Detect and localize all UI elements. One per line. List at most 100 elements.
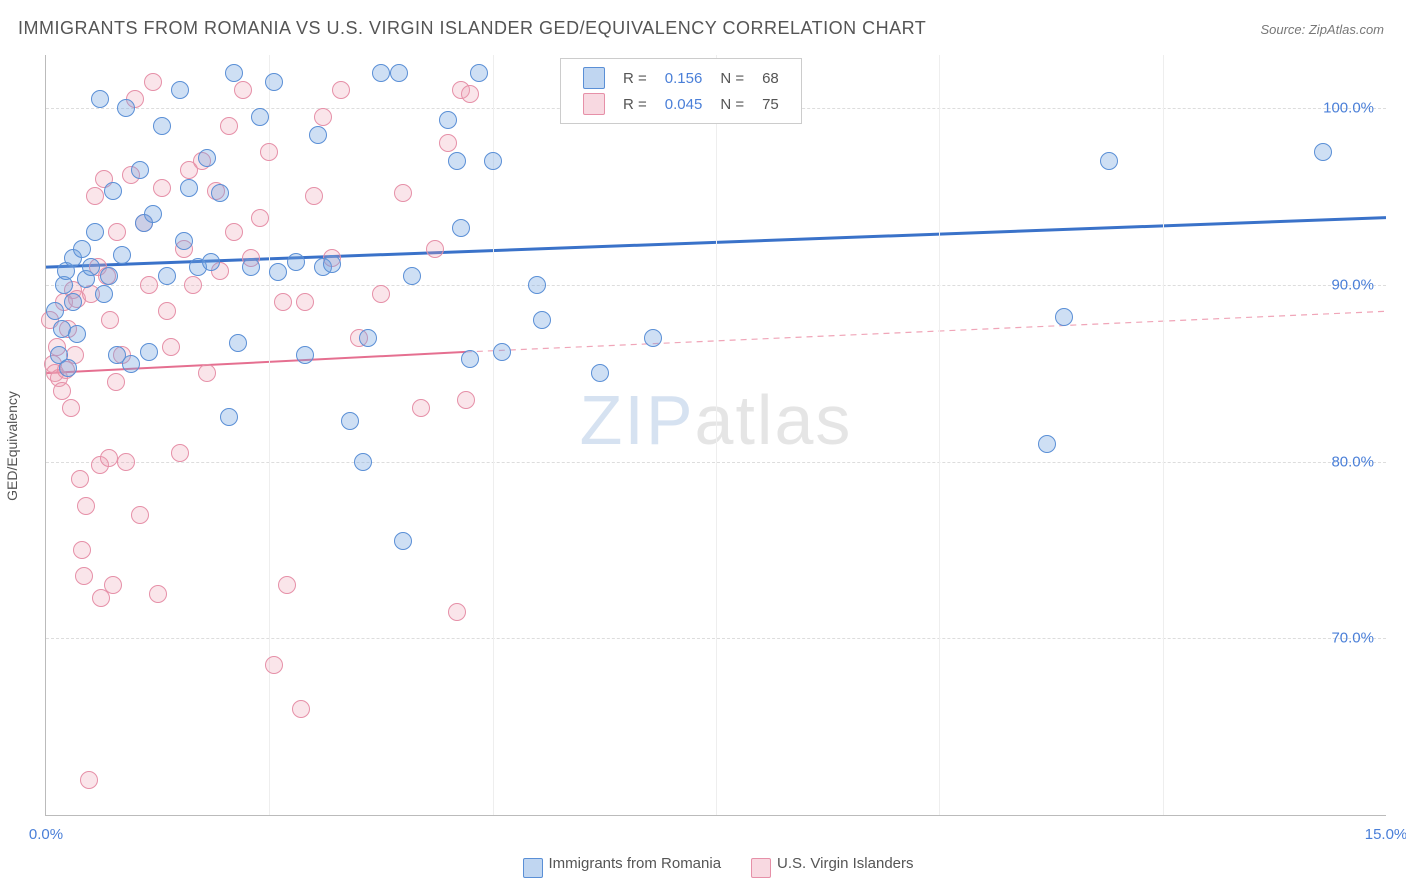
legend-n-value: 75 [754,92,787,116]
legend-row: R = 0.156N = 68 [575,66,787,90]
data-point [461,350,479,368]
data-point [86,223,104,241]
legend-series-label: Immigrants from Romania [549,855,722,872]
legend-swatch [583,67,605,89]
data-point [309,126,327,144]
data-point [269,263,287,281]
data-point [426,240,444,258]
data-point [461,85,479,103]
data-point [198,364,216,382]
data-point [1100,152,1118,170]
data-point [140,343,158,361]
data-point [296,293,314,311]
watermark-bold: ZIP [580,381,695,459]
data-point [265,73,283,91]
legend-swatch [523,858,543,878]
data-point [457,391,475,409]
data-point [108,223,126,241]
data-point [117,453,135,471]
data-point [46,302,64,320]
data-point [158,302,176,320]
data-point [314,108,332,126]
correlation-legend: R = 0.156N = 68R = 0.045N = 75 [560,58,802,124]
legend-r-value: 0.045 [657,92,711,116]
data-point [220,117,238,135]
data-point [403,267,421,285]
data-point [68,325,86,343]
y-tick-label: 90.0% [1331,276,1374,293]
data-point [131,506,149,524]
data-point [296,346,314,364]
data-point [484,152,502,170]
data-point [234,81,252,99]
data-point [101,311,119,329]
data-point [75,567,93,585]
data-point [180,179,198,197]
data-point [394,532,412,550]
data-point [412,399,430,417]
data-point [73,240,91,258]
legend-r-label: R = [615,66,655,90]
source-label: Source: ZipAtlas.com [1260,22,1384,37]
data-point [251,209,269,227]
data-point [448,603,466,621]
data-point [53,382,71,400]
data-point [448,152,466,170]
watermark-light: atlas [695,381,853,459]
scatter-plot: ZIPatlas 70.0%80.0%90.0%100.0%0.0%15.0% [45,55,1386,816]
data-point [62,399,80,417]
data-point [439,111,457,129]
data-point [591,364,609,382]
x-tick-label: 15.0% [1365,826,1406,843]
data-point [104,182,122,200]
data-point [225,64,243,82]
data-point [149,585,167,603]
data-point [1038,435,1056,453]
legend-n-label: N = [712,92,752,116]
data-point [359,329,377,347]
data-point [220,408,238,426]
gridline-v [939,55,940,815]
data-point [278,576,296,594]
data-point [117,99,135,117]
data-point [274,293,292,311]
data-point [162,338,180,356]
data-point [113,246,131,264]
chart-title: IMMIGRANTS FROM ROMANIA VS U.S. VIRGIN I… [18,18,926,39]
y-tick-label: 80.0% [1331,453,1374,470]
x-tick-label: 0.0% [29,826,63,843]
data-point [211,184,229,202]
legend-swatch [751,858,771,878]
data-point [171,444,189,462]
data-point [439,134,457,152]
data-point [107,373,125,391]
data-point [372,285,390,303]
legend-r-label: R = [615,92,655,116]
data-point [80,771,98,789]
data-point [91,90,109,108]
data-point [100,267,118,285]
data-point [452,219,470,237]
data-point [104,576,122,594]
data-point [1055,308,1073,326]
data-point [251,108,269,126]
data-point [493,343,511,361]
gridline-v [269,55,270,815]
y-tick-label: 70.0% [1331,630,1374,647]
data-point [131,161,149,179]
data-point [73,541,91,559]
data-point [372,64,390,82]
legend-n-value: 68 [754,66,787,90]
data-point [64,293,82,311]
data-point [533,311,551,329]
gridline-v [1163,55,1164,815]
data-point [171,81,189,99]
data-point [59,359,77,377]
data-point [198,149,216,167]
data-point [260,143,278,161]
data-point [1314,143,1332,161]
data-point [332,81,350,99]
data-point [528,276,546,294]
data-point [184,276,202,294]
data-point [341,412,359,430]
